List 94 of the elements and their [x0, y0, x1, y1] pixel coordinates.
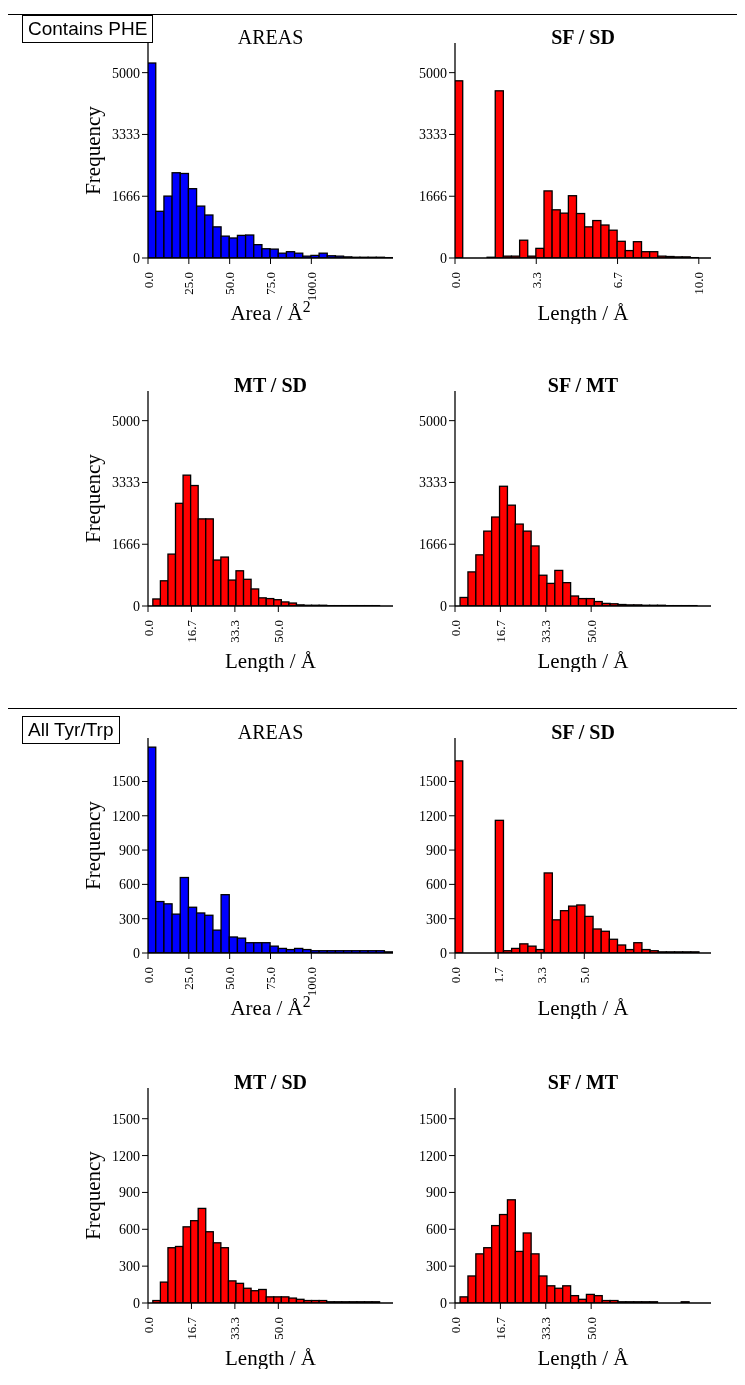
x-tick-label: 16.7	[492, 619, 508, 643]
y-tick-label: 0	[133, 598, 140, 614]
x-axis-title: Length / Å	[537, 301, 630, 325]
x-tick-label: 100.0	[303, 272, 319, 302]
y-axis-title: Frequency	[81, 453, 105, 543]
x-tick-label: 6.7	[610, 271, 626, 289]
x-tick-label: 5.0	[576, 967, 592, 984]
x-tick-label: 0.0	[140, 1317, 156, 1334]
y-tick-label: 300	[426, 1259, 447, 1275]
x-tick-label: 33.3	[538, 1317, 554, 1340]
y-tick-label: 0	[133, 1295, 140, 1311]
x-tick-label: 0.0	[140, 620, 156, 637]
chart-title: SF / MT	[546, 1070, 620, 1094]
x-tick-label: 16.7	[492, 1316, 508, 1340]
y-tick-label: 1200	[419, 1148, 447, 1164]
y-axis-title: Frequency	[81, 105, 105, 195]
chart-title: AREAS	[236, 25, 305, 49]
chart-title: SF / SD	[550, 25, 616, 49]
x-tick-label: 3.3	[533, 967, 549, 984]
x-axis-title: Length / Å	[537, 1346, 630, 1370]
x-tick-label: 50.0	[583, 1317, 599, 1340]
chart-title: MT / SD	[233, 373, 308, 397]
x-tick-label: 33.3	[227, 1317, 243, 1340]
x-tick-label: 0.0	[140, 272, 156, 289]
x-axis-title: Length / Å	[225, 1346, 317, 1370]
x-tick-label: 50.0	[270, 1317, 286, 1340]
x-tick-label: 100.0	[303, 967, 319, 997]
y-tick-label: 0	[440, 250, 447, 266]
x-tick-label: 33.3	[538, 620, 554, 643]
y-tick-label: 0	[440, 945, 447, 961]
x-tick-label: 75.0	[263, 967, 279, 990]
y-tick-label: 1200	[112, 808, 140, 824]
y-tick-label: 600	[426, 877, 447, 893]
x-tick-label: 50.0	[270, 620, 286, 643]
x-axis-title: Length / Å	[225, 649, 317, 673]
y-tick-label: 0	[440, 598, 447, 614]
x-tick-label: 16.7	[183, 619, 199, 643]
x-axis-title: Length / Å	[537, 649, 630, 673]
y-axis-title: Frequency	[81, 800, 105, 890]
y-tick-label: 1666	[419, 189, 447, 205]
x-tick-label: 50.0	[222, 272, 238, 295]
y-tick-label: 300	[426, 911, 447, 927]
y-tick-label: 0	[440, 1295, 447, 1311]
y-tick-label: 300	[119, 911, 140, 927]
y-tick-label: 3333	[419, 127, 447, 143]
y-tick-label: 5000	[419, 413, 447, 429]
y-tick-label: 0	[133, 250, 140, 266]
y-tick-label: 5000	[112, 413, 140, 429]
y-tick-label: 0	[133, 945, 140, 961]
y-tick-label: 1500	[419, 1111, 447, 1127]
text: Contains PHE	[22, 15, 154, 43]
y-tick-label: 900	[426, 843, 447, 859]
y-tick-label: 900	[426, 1185, 447, 1201]
chart-title: SF / MT	[546, 373, 620, 397]
y-tick-label: 600	[426, 1222, 447, 1238]
chart-title: AREAS	[236, 720, 305, 744]
x-tick-label: 25.0	[181, 272, 197, 295]
text: All Tyr/Trp	[22, 716, 120, 744]
y-tick-label: 900	[119, 843, 140, 859]
y-tick-label: 1666	[419, 537, 447, 553]
x-tick-label: 50.0	[222, 967, 238, 990]
y-tick-label: 300	[119, 1259, 140, 1275]
y-tick-label: 1500	[112, 774, 140, 790]
x-axis-title: Length / Å	[537, 996, 630, 1020]
y-tick-label: 5000	[112, 65, 140, 81]
chart-title: MT / SD	[233, 1070, 308, 1094]
x-tick-label: 3.3	[528, 272, 544, 289]
x-tick-label: 0.0	[140, 967, 156, 984]
chart-title: SF / SD	[550, 720, 616, 744]
y-tick-label: 3333	[112, 475, 140, 491]
x-tick-label: 10.0	[691, 272, 707, 295]
y-tick-label: 1200	[419, 808, 447, 824]
y-tick-label: 600	[119, 1222, 140, 1238]
y-tick-label: 1666	[112, 537, 140, 553]
y-tick-label: 1666	[112, 189, 140, 205]
y-tick-label: 1500	[419, 774, 447, 790]
y-tick-label: 5000	[419, 65, 447, 81]
x-tick-label: 1.7	[490, 966, 506, 984]
x-tick-label: 0.0	[447, 967, 463, 984]
x-tick-label: 0.0	[447, 620, 463, 637]
y-axis-title: Frequency	[81, 1150, 105, 1240]
x-tick-label: 50.0	[583, 620, 599, 643]
y-tick-label: 3333	[419, 475, 447, 491]
y-tick-label: 1200	[112, 1148, 140, 1164]
x-tick-label: 16.7	[183, 1316, 199, 1340]
x-tick-label: 75.0	[263, 272, 279, 295]
x-tick-label: 0.0	[447, 1317, 463, 1334]
y-tick-label: 900	[119, 1185, 140, 1201]
y-tick-label: 3333	[112, 127, 140, 143]
x-tick-label: 33.3	[227, 620, 243, 643]
y-tick-label: 600	[119, 877, 140, 893]
y-tick-label: 1500	[112, 1111, 140, 1127]
x-tick-label: 0.0	[447, 272, 463, 289]
x-tick-label: 25.0	[181, 967, 197, 990]
